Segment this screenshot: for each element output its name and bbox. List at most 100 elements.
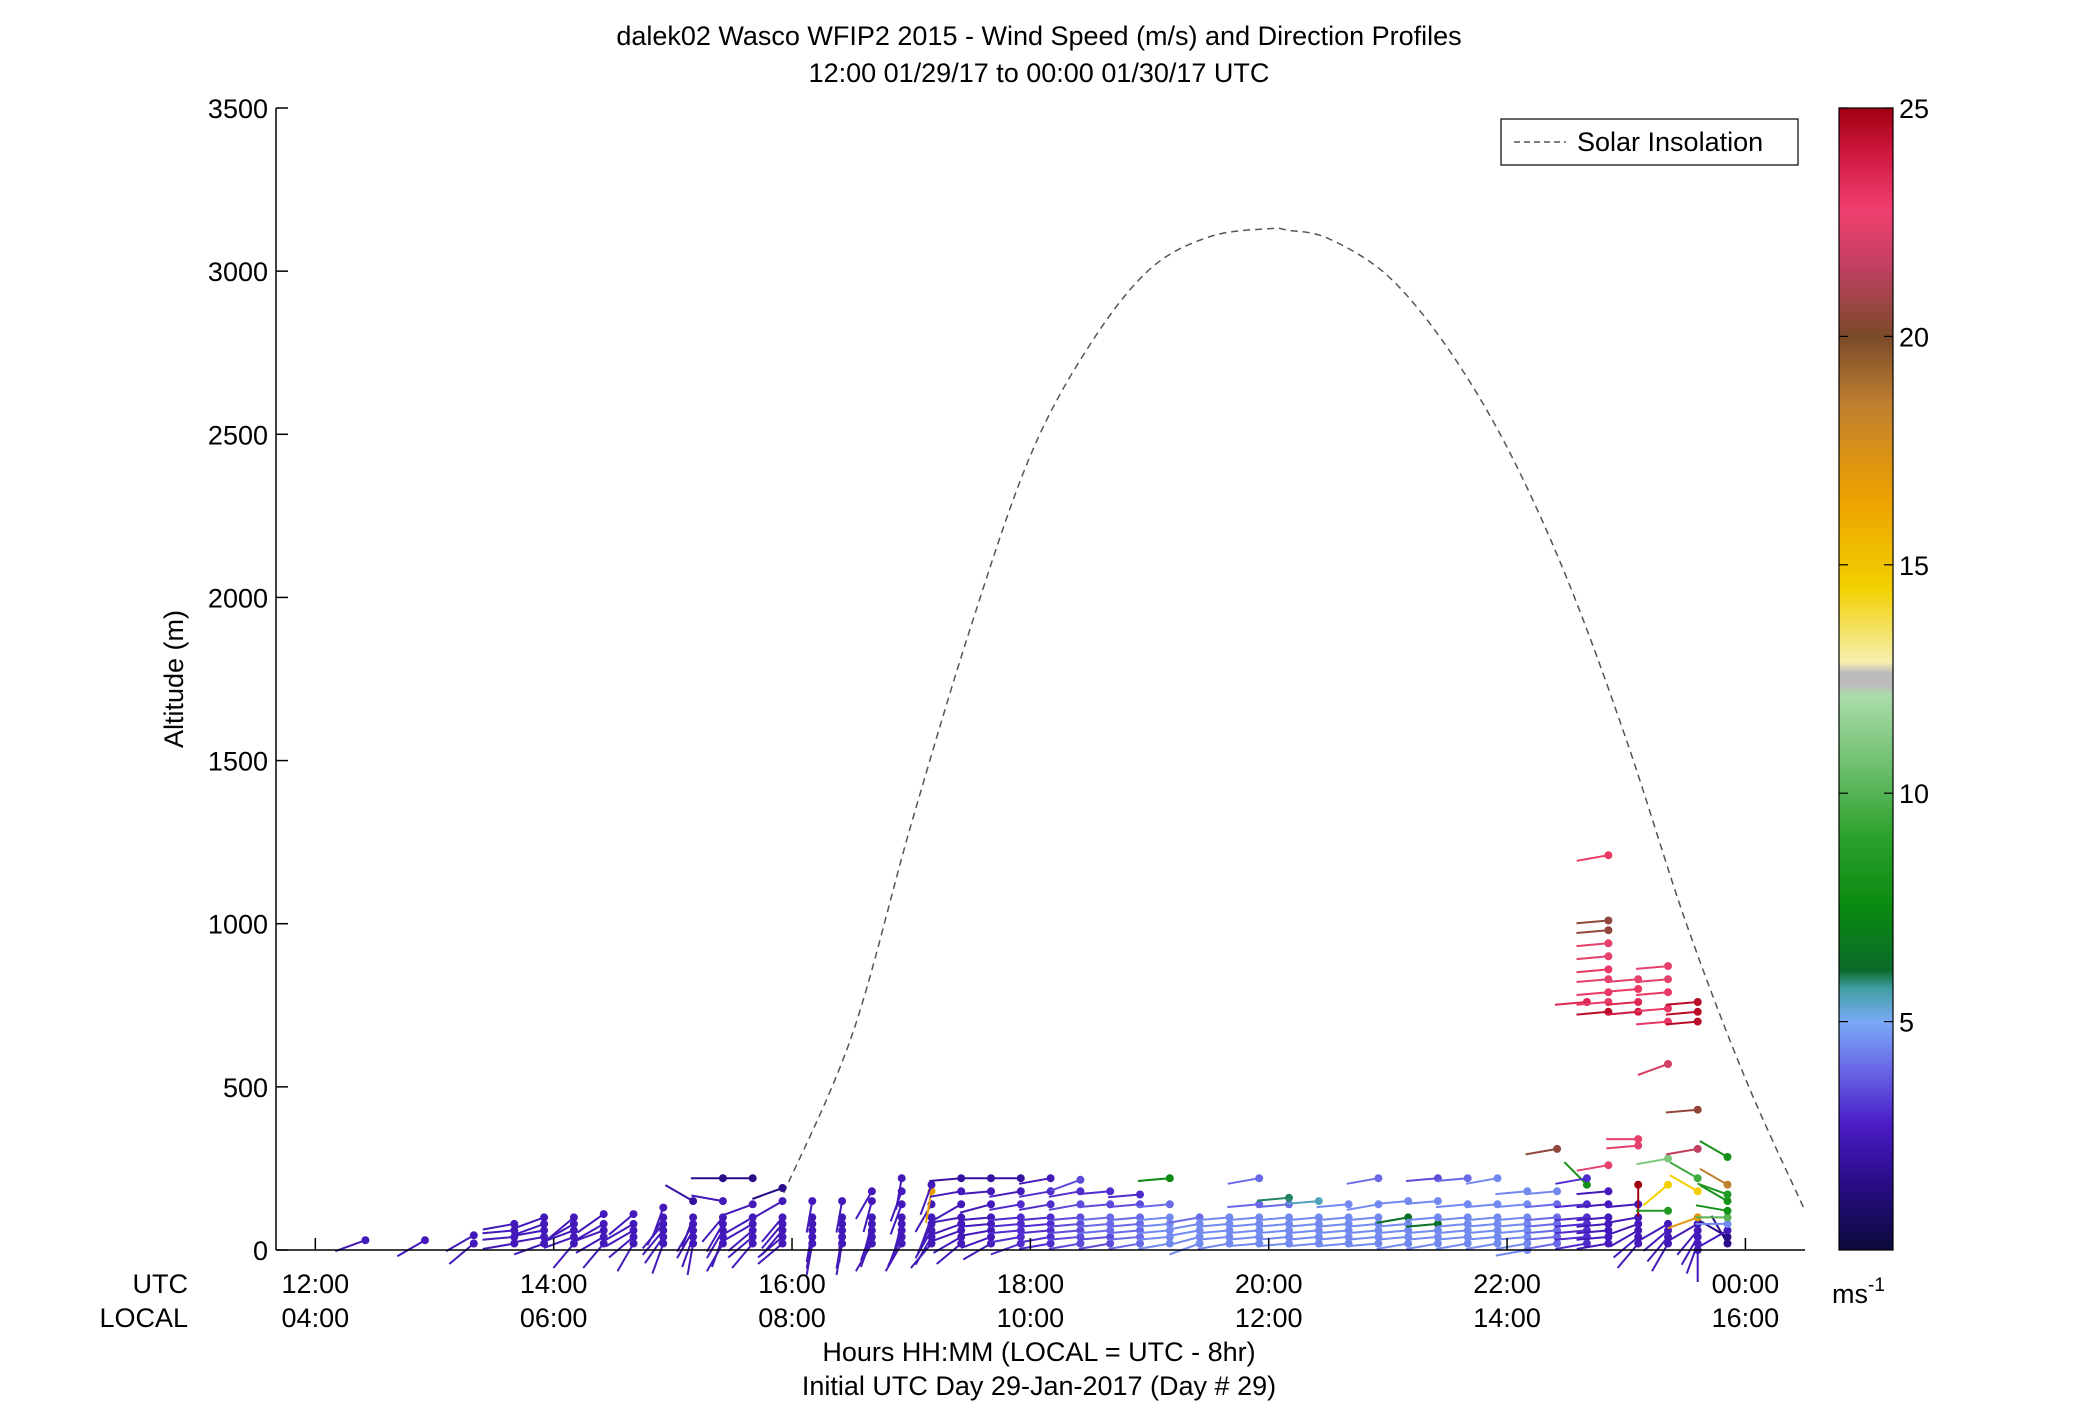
wind-barb-point	[1106, 1187, 1115, 1196]
wind-barb-point	[1634, 1226, 1643, 1235]
wind-barb-stick	[1197, 1229, 1230, 1235]
wind-barb-stick	[651, 1243, 665, 1274]
wind-barb-stick	[676, 1229, 694, 1259]
wind-barb-point	[1285, 1193, 1293, 1202]
wind-barb-point	[629, 1210, 638, 1219]
wind-barb-stick	[1316, 1222, 1349, 1228]
solar-insolation-line	[783, 227, 1805, 1212]
wind-barb-stick	[706, 1223, 724, 1253]
wind-barb-stick	[1576, 1216, 1609, 1222]
local-row-label: LOCAL	[99, 1303, 188, 1333]
wind-barb-stick	[1316, 1242, 1349, 1248]
wind-barb-point	[1344, 1200, 1353, 1209]
colorbar-unit-exponent: -1	[1868, 1275, 1885, 1296]
wind-barb-point	[629, 1219, 638, 1228]
wind-barb-stick	[1376, 1222, 1409, 1228]
wind-barb-stick	[1376, 1235, 1409, 1241]
wind-barb-point	[1136, 1190, 1144, 1199]
wind-barb-stick	[1078, 1229, 1111, 1235]
wind-barb-point	[629, 1239, 638, 1248]
wind-barb-point	[748, 1232, 757, 1241]
wind-barb-stick	[1406, 1242, 1439, 1250]
wind-barb-stick	[895, 1217, 903, 1250]
wind-barb-stick	[482, 1242, 515, 1250]
wind-barb-stick	[1576, 1242, 1609, 1250]
wind-barb-point	[718, 1197, 727, 1206]
wind-barb-point	[957, 1239, 966, 1248]
wind-barb-stick	[757, 1242, 784, 1265]
wind-barb-stick	[1286, 1200, 1319, 1205]
wind-barb-stick	[1576, 919, 1609, 925]
wind-barb-stick	[1465, 1177, 1498, 1185]
y-tick-label: 3000	[208, 257, 268, 287]
wind-barb-point	[897, 1200, 906, 1209]
wind-barb-stick	[761, 1223, 784, 1250]
colorbar-tick-label: 25	[1899, 94, 1929, 124]
wind-barb-stick	[1606, 1144, 1639, 1150]
wind-barb-stick	[1108, 1242, 1141, 1250]
wind-barb-point	[1046, 1174, 1055, 1183]
wind-barb-stick	[1636, 1020, 1669, 1026]
wind-barb-stick	[959, 1190, 992, 1196]
chart-subtitle: 12:00 01/29/17 to 00:00 01/30/17 UTC	[809, 58, 1270, 88]
wind-barb-point	[1553, 1144, 1562, 1153]
wind-barb-stick	[914, 1236, 933, 1266]
wind-barb-stick	[1576, 1222, 1609, 1228]
wind-barb-point	[1136, 1239, 1144, 1248]
wind-barb-point	[1604, 1161, 1613, 1170]
wind-barb-stick	[724, 1223, 754, 1241]
wind-barb-stick	[727, 1236, 754, 1259]
wind-barb-point	[1604, 1226, 1613, 1235]
wind-barb-point	[1664, 1154, 1672, 1163]
wind-barb-stick	[1699, 1184, 1729, 1202]
wind-barb-stick	[608, 1236, 635, 1259]
wind-barb-point	[1664, 962, 1672, 971]
wind-barb-stick	[1346, 1229, 1379, 1235]
wind-barb-stick	[1695, 1204, 1728, 1212]
wind-barb-point	[1374, 1213, 1383, 1222]
wind-barb-stick	[1257, 1203, 1290, 1209]
wind-barb-point	[1314, 1197, 1323, 1206]
wind-barb-point	[1693, 1105, 1702, 1114]
wind-barb-stick	[959, 1229, 992, 1237]
wind-barb-stick	[664, 1184, 694, 1202]
wind-barb-stick	[1406, 1229, 1438, 1235]
wind-barb-stick	[1646, 1236, 1669, 1263]
wind-barb-stick	[1576, 991, 1609, 996]
wind-barb-stick	[1018, 1190, 1051, 1198]
y-tick-label: 1000	[208, 910, 268, 940]
wind-barb-stick	[575, 1223, 605, 1241]
wind-barb-stick	[1257, 1229, 1290, 1235]
wind-barb-point	[540, 1219, 549, 1228]
wind-barb-point	[1723, 1232, 1732, 1241]
wind-barb-point	[1723, 1153, 1732, 1161]
wind-barb-point	[1693, 1007, 1702, 1016]
wind-barb-stick	[1406, 1222, 1438, 1228]
wind-barb-point	[1664, 1219, 1672, 1228]
wind-barb-stick	[513, 1216, 545, 1230]
wind-barb-point	[1046, 1200, 1055, 1209]
wind-barb-point	[1016, 1200, 1025, 1209]
wind-barb-stick	[1435, 1177, 1468, 1182]
wind-barb-point	[1374, 1239, 1383, 1248]
wind-barb-stick	[1078, 1203, 1111, 1209]
x-tick-label-utc: 12:00	[282, 1269, 350, 1299]
wind-barb-point	[1433, 1239, 1442, 1248]
wind-barb-point	[1493, 1239, 1502, 1248]
x-axis-label-day: Initial UTC Day 29-Jan-2017 (Day # 29)	[802, 1371, 1276, 1401]
wind-barb-stick	[1665, 1001, 1698, 1006]
wind-barb-stick	[1346, 1203, 1379, 1211]
wind-barb-stick	[681, 1217, 695, 1248]
wind-barb-stick	[1699, 1229, 1729, 1248]
wind-barb-stick	[1018, 1242, 1051, 1250]
x-tick-label-utc: 14:00	[520, 1269, 588, 1299]
wind-barb-stick	[1048, 1190, 1081, 1198]
wind-barb-stick	[1495, 1203, 1528, 1209]
wind-barb-stick	[1699, 1167, 1729, 1186]
wind-barb-stick	[543, 1235, 575, 1249]
colorbar-tick-label: 5	[1899, 1008, 1914, 1038]
wind-barb-stick	[1642, 1229, 1669, 1252]
wind-barb-stick	[1435, 1203, 1468, 1209]
wind-barb-stick	[1018, 1222, 1051, 1228]
wind-barb-stick	[396, 1239, 426, 1258]
